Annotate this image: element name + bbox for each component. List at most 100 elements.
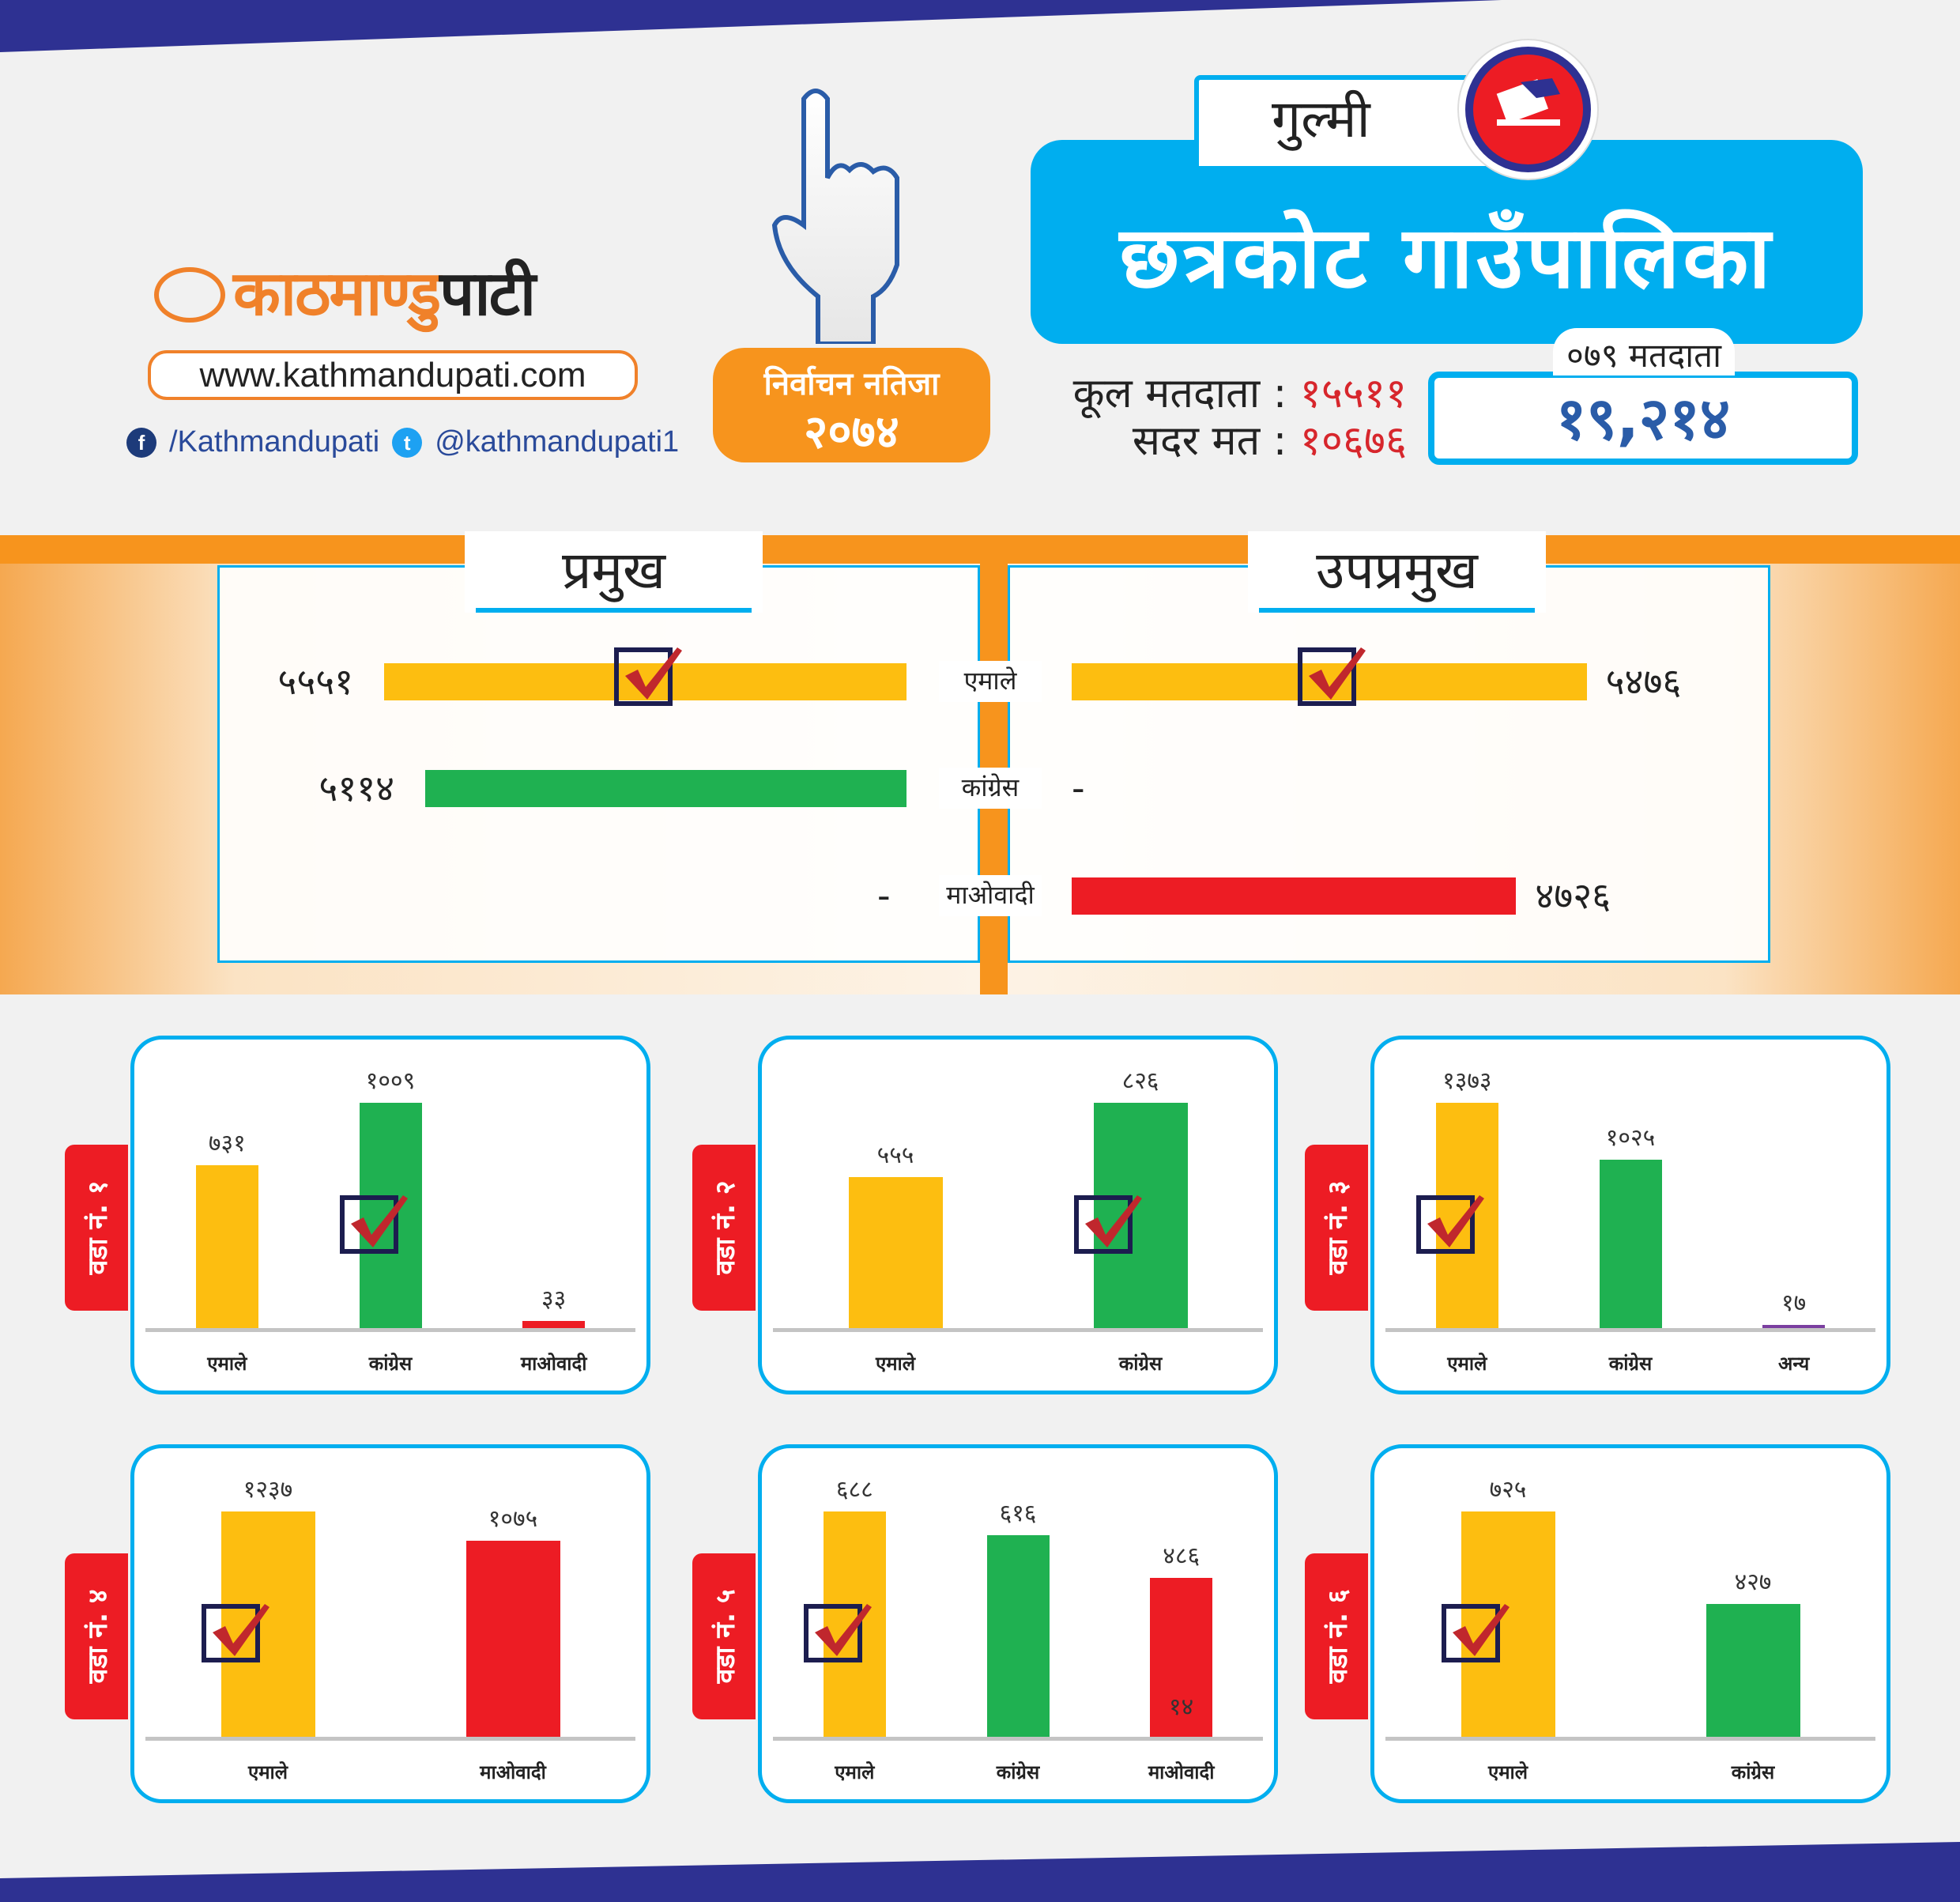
ward-value: ४८६ bbox=[1163, 1542, 1200, 1570]
ward-value: १७ bbox=[1781, 1289, 1807, 1317]
website-url[interactable]: www.kathmandupati.com bbox=[148, 350, 638, 400]
ward-party-label: एमाले bbox=[835, 1761, 875, 1783]
valid-votes-label: सदर मत : bbox=[1132, 417, 1287, 465]
ward-value: ५५५ bbox=[876, 1141, 914, 1169]
ward-card: १३७३ एमाले १०२५ कांग्रेस १७ अन्य bbox=[1370, 1036, 1890, 1394]
ward-party-label: अन्य bbox=[1777, 1353, 1810, 1375]
ward-party-label: कांग्रेस bbox=[996, 1761, 1040, 1783]
ward-bar bbox=[848, 1176, 943, 1328]
ward-bar bbox=[1706, 1604, 1800, 1737]
ward-party-label: माओवादी bbox=[1148, 1761, 1215, 1783]
logo-text-2: पाटी bbox=[439, 259, 536, 330]
municipality-title: छत्रकोट गाउँपालिका bbox=[1031, 140, 1863, 344]
facebook-icon: f bbox=[126, 427, 156, 458]
ward-label: वडा नं. ५ bbox=[710, 1589, 741, 1684]
winner-check-icon bbox=[1073, 1194, 1142, 1254]
district-name: गुल्मी bbox=[1194, 75, 1494, 166]
ward-bar bbox=[1150, 1577, 1213, 1737]
ward-party-label: कांग्रेस bbox=[1608, 1353, 1653, 1375]
ward-bar bbox=[466, 1541, 560, 1737]
winner-check-icon bbox=[201, 1603, 270, 1662]
ward-bar bbox=[1762, 1325, 1826, 1328]
ward-party-label: माओवादी bbox=[480, 1761, 546, 1783]
badge-title: निर्वाचन नतिजा bbox=[763, 366, 940, 402]
ward-card: ७२५ एमाले ४२७ कांग्रेस bbox=[1370, 1444, 1890, 1803]
ward-tab: वडा नं. ५ bbox=[692, 1553, 756, 1719]
ward-value: ४२७ bbox=[1734, 1568, 1772, 1597]
voters-079-value: १९,२१४ bbox=[1428, 372, 1858, 465]
election-result-badge: निर्वाचन नतिजा २०७४ bbox=[713, 348, 990, 462]
chief-value: ५५५१ bbox=[277, 660, 354, 703]
ward-tab: वडा नं. ३ bbox=[1305, 1145, 1368, 1311]
ballot-box-icon bbox=[1459, 40, 1597, 179]
winner-check-icon bbox=[1441, 1603, 1510, 1662]
ward-bar bbox=[522, 1320, 586, 1328]
ward-value: १२३७ bbox=[243, 1476, 293, 1504]
ward-bar bbox=[195, 1164, 258, 1328]
twitter-link[interactable]: @kathmandupati1 bbox=[435, 425, 680, 459]
voters-079-label: ०७९ मतदाता bbox=[1553, 328, 1735, 375]
ward-party-label: एमाले bbox=[875, 1353, 916, 1375]
ward-baseline bbox=[1385, 1737, 1875, 1741]
party-label: कांग्रेस bbox=[939, 768, 1042, 809]
chief-value: - bbox=[877, 874, 891, 917]
ward-bar bbox=[1599, 1160, 1662, 1328]
ward-value: १००९ bbox=[365, 1067, 416, 1095]
ward-bar bbox=[220, 1511, 315, 1737]
twitter-icon: t bbox=[392, 427, 423, 458]
ward-value: ६१६ bbox=[999, 1499, 1037, 1527]
ward-card: ६८८ एमाले ६१६ कांग्रेस ४८६ माओवादी १४ bbox=[758, 1444, 1278, 1803]
ward-baseline bbox=[145, 1737, 635, 1741]
valid-votes-value: १०६७६ bbox=[1299, 417, 1407, 465]
ward-inner-value: १४ bbox=[1169, 1693, 1194, 1721]
winner-check-icon bbox=[1297, 647, 1366, 706]
ward-value: ७२५ bbox=[1489, 1476, 1527, 1504]
logo-text: काठमाण्डु bbox=[233, 259, 441, 330]
ward-bar bbox=[1093, 1103, 1188, 1328]
ward-value: ३३ bbox=[541, 1285, 567, 1313]
ward-party-label: एमाले bbox=[207, 1353, 247, 1375]
party-label: माओवादी bbox=[939, 875, 1042, 916]
ward-label: वडा नं. ६ bbox=[1322, 1589, 1354, 1684]
ward-bar bbox=[986, 1534, 1050, 1737]
ward-value: ७३१ bbox=[208, 1129, 246, 1157]
ward-baseline bbox=[145, 1328, 635, 1332]
ward-party-label: माओवादी bbox=[520, 1353, 587, 1375]
ward-label: वडा नं. २ bbox=[710, 1180, 741, 1275]
chief-panel bbox=[217, 565, 980, 963]
ward-party-label: कांग्रेस bbox=[1731, 1761, 1775, 1783]
social-links: f /Kathmandupati t @kathmandupati1 bbox=[126, 425, 679, 459]
ward-baseline bbox=[1385, 1328, 1875, 1332]
facebook-link[interactable]: /Kathmandupati bbox=[169, 425, 380, 459]
ward-baseline bbox=[773, 1328, 1263, 1332]
deputy-value: ५४७६ bbox=[1605, 660, 1682, 703]
ward-card: १२३७ एमाले १०७५ माओवादी bbox=[130, 1444, 650, 1803]
deputy-value: - bbox=[1072, 767, 1085, 809]
ward-tab: वडा नं. ६ bbox=[1305, 1553, 1368, 1719]
chief-bar bbox=[425, 770, 906, 807]
ward-value: १३७३ bbox=[1442, 1067, 1492, 1095]
ward-party-label: कांग्रेस bbox=[1118, 1353, 1163, 1375]
total-voters-value: १५५११ bbox=[1299, 370, 1407, 417]
ward-label: वडा नं. ३ bbox=[1322, 1180, 1354, 1275]
ward-tab: वडा नं. १ bbox=[65, 1145, 128, 1311]
ward-tab: वडा नं. ४ bbox=[65, 1553, 128, 1719]
total-voters-label: कूल मतदाता : bbox=[1072, 370, 1287, 417]
top-decor-band bbox=[0, 0, 1502, 52]
ward-baseline bbox=[773, 1737, 1263, 1741]
badge-year: २०७४ bbox=[804, 405, 899, 459]
ward-label: वडा नं. १ bbox=[82, 1180, 114, 1275]
voter-stats: कूल मतदाता : १५५११ सदर मत : १०६७६ bbox=[1027, 370, 1407, 465]
ward-card: ७३१ एमाले १००९ कांग्रेस ३३ माओवादी bbox=[130, 1036, 650, 1394]
party-label: एमाले bbox=[939, 661, 1042, 702]
logo-emblem-icon bbox=[154, 267, 225, 323]
ward-label: वडा नं. ४ bbox=[82, 1589, 114, 1684]
winner-check-icon bbox=[613, 647, 682, 706]
winner-check-icon bbox=[1415, 1194, 1484, 1254]
ward-party-label: कांग्रेस bbox=[368, 1353, 413, 1375]
winner-check-icon bbox=[339, 1194, 408, 1254]
chief-value: ५११४ bbox=[318, 767, 395, 809]
deputy-value: ४७२६ bbox=[1535, 874, 1611, 917]
ward-value: १०७५ bbox=[488, 1505, 538, 1534]
chief-title: प्रमुख bbox=[465, 531, 763, 613]
